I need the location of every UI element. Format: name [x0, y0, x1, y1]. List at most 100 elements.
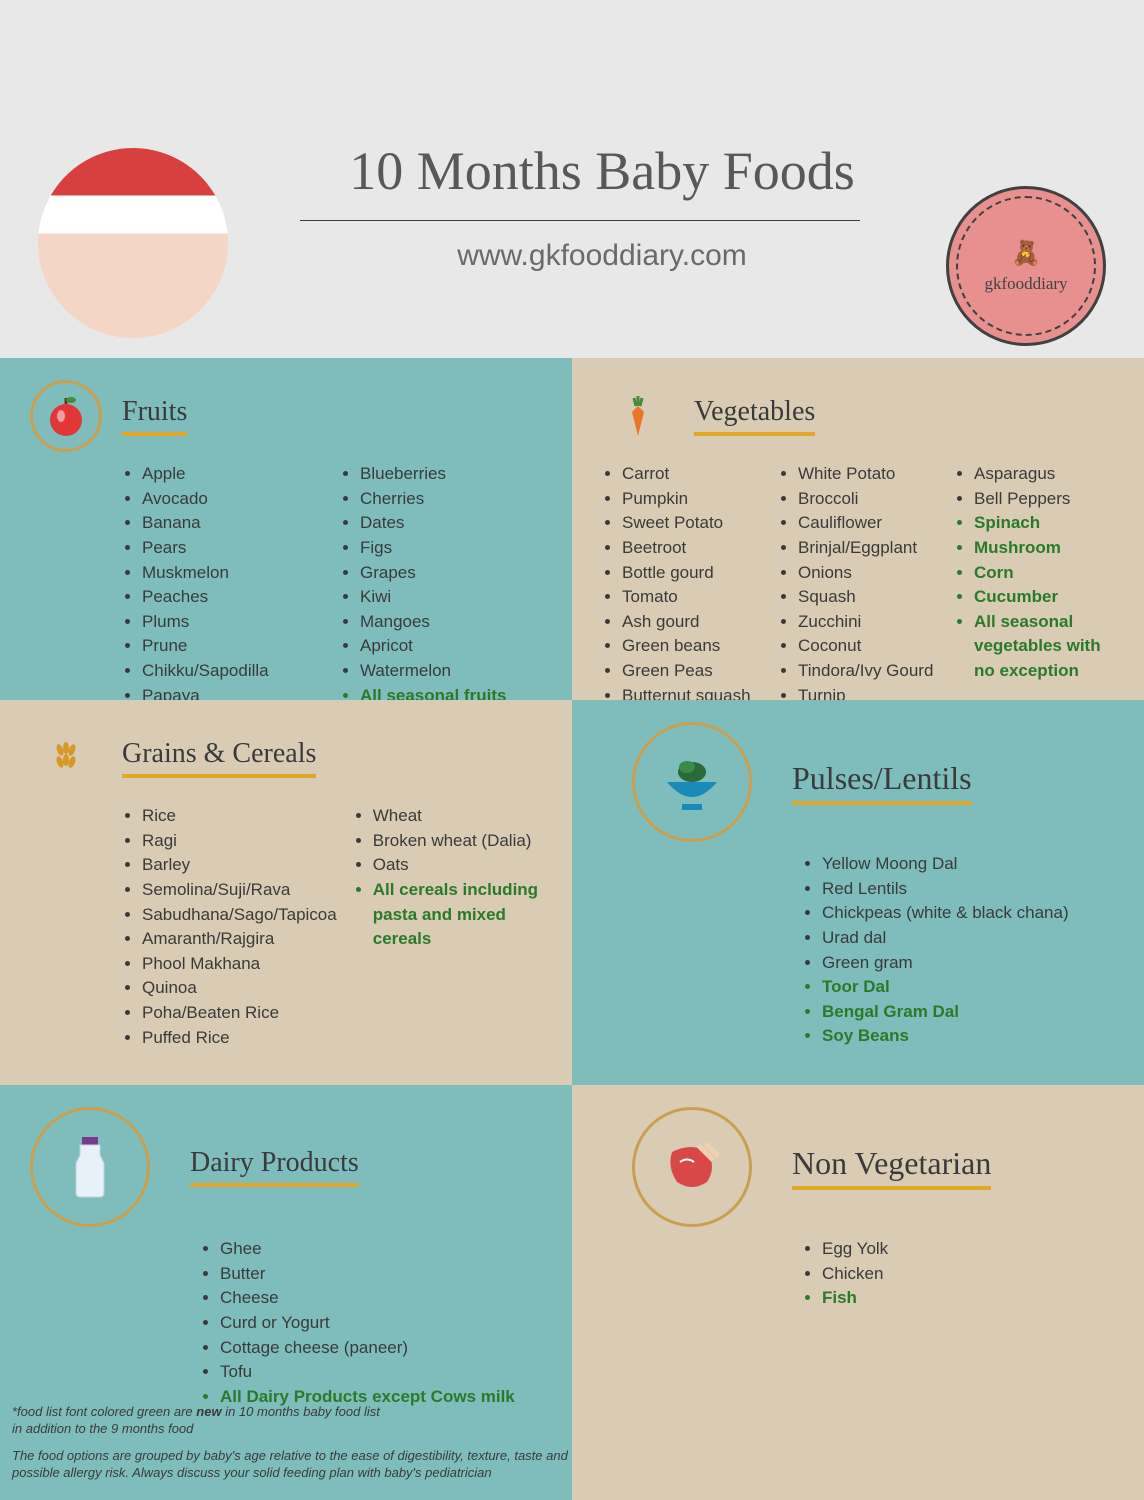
header: 10 Months Baby Foods www.gkfooddiary.com… [0, 0, 1144, 358]
list-item: Cauliflower [798, 511, 938, 536]
list-item: Banana [142, 511, 324, 536]
section-title: Grains & Cereals [122, 738, 316, 778]
list-item: Figs [360, 536, 542, 561]
section-title: Pulses/Lentils [792, 760, 972, 805]
list-item: Chickpeas (white & black chana) [822, 901, 1114, 926]
list-item: Coconut [798, 634, 938, 659]
section-pulses: Pulses/Lentils Yellow Moong DalRed Lenti… [572, 700, 1144, 1085]
list-item: Phool Makhana [142, 952, 337, 977]
list-item: Broccoli [798, 487, 938, 512]
list-item: Onions [798, 561, 938, 586]
wheat-icon [30, 722, 102, 794]
section-grains: Grains & Cereals RiceRagiBarleySemolina/… [0, 700, 572, 1085]
list-item: Sabudhana/Sago/Tapicoa [142, 903, 337, 928]
list-item: Ash gourd [622, 610, 762, 635]
list-item: Puffed Rice [142, 1026, 337, 1051]
list-item-new: All seasonal vegetables with no exceptio… [974, 610, 1114, 684]
list-item: Dates [360, 511, 542, 536]
footnote-1: *food list font colored green are new in… [12, 1404, 572, 1438]
list-item: Bell Peppers [974, 487, 1114, 512]
fruits-col2: BlueberriesCherriesDatesFigsGrapesKiwiMa… [340, 462, 542, 733]
list-item: Green beans [622, 634, 762, 659]
grains-col1: RiceRagiBarleySemolina/Suji/RavaSabudhan… [122, 804, 337, 1050]
list-item: Wheat [373, 804, 542, 829]
footnote-2: The food options are grouped by baby's a… [12, 1448, 572, 1482]
list-item: Apricot [360, 634, 542, 659]
carrot-icon [602, 380, 674, 452]
list-item: Avocado [142, 487, 324, 512]
list-item: Muskmelon [142, 561, 324, 586]
list-item: Zucchini [798, 610, 938, 635]
footnotes: *food list font colored green are new in… [12, 1404, 572, 1492]
fruits-col1: AppleAvocadoBananaPearsMuskmelonPeachesP… [122, 462, 324, 708]
list-item: Poha/Beaten Rice [142, 1001, 337, 1026]
list-item: Watermelon [360, 659, 542, 684]
food-grid: Fruits AppleAvocadoBananaPearsMuskmelonP… [0, 358, 1144, 1500]
veg-col3: AsparagusBell PeppersSpinachMushroomCorn… [954, 462, 1114, 684]
list-item: Tindora/Ivy Gourd [798, 659, 938, 684]
list-item: Pumpkin [622, 487, 762, 512]
list-item: Oats [373, 853, 542, 878]
list-item: Rice [142, 804, 337, 829]
section-nonveg: Non Vegetarian Egg YolkChickenFish [572, 1085, 1144, 1500]
list-item-new: Spinach [974, 511, 1114, 536]
bowl-icon [632, 722, 752, 842]
nonveg-list: Egg YolkChickenFish [802, 1237, 1114, 1311]
grains-col2: WheatBroken wheat (Dalia) OatsAll cereal… [353, 804, 542, 952]
list-item-new: Mushroom [974, 536, 1114, 561]
list-item: Mangoes [360, 610, 542, 635]
list-item: Tomato [622, 585, 762, 610]
section-fruits: Fruits AppleAvocadoBananaPearsMuskmelonP… [0, 358, 572, 700]
list-item: Semolina/Suji/Rava [142, 878, 337, 903]
logo-text: gkfooddiary [984, 274, 1067, 294]
list-item: Egg Yolk [822, 1237, 1114, 1262]
list-item: Prune [142, 634, 324, 659]
list-item: Cheese [220, 1286, 542, 1311]
list-item-new: Soy Beans [822, 1024, 1114, 1049]
list-item-new: Cucumber [974, 585, 1114, 610]
list-item: Squash [798, 585, 938, 610]
list-item: Bottle gourd [622, 561, 762, 586]
list-item: Green gram [822, 951, 1114, 976]
list-item: Ghee [220, 1237, 542, 1262]
pulses-list: Yellow Moong DalRed LentilsChickpeas (wh… [802, 852, 1114, 1049]
list-item: Ragi [142, 829, 337, 854]
list-item: Green Peas [622, 659, 762, 684]
list-item: Broken wheat (Dalia) [373, 829, 542, 854]
veg-col1: CarrotPumpkinSweet PotatoBeetrootBottle … [602, 462, 762, 708]
section-title: Non Vegetarian [792, 1145, 991, 1190]
list-item: Yellow Moong Dal [822, 852, 1114, 877]
apple-icon [30, 380, 102, 452]
list-item: Cottage cheese (paneer) [220, 1336, 542, 1361]
list-item: Plums [142, 610, 324, 635]
dairy-list: GheeButterCheeseCurd or YogurtCottage ch… [200, 1237, 542, 1409]
list-item: White Potato [798, 462, 938, 487]
brand-logo: 🧸 gkfooddiary [946, 186, 1106, 346]
section-dairy: Dairy Products GheeButterCheeseCurd or Y… [0, 1085, 572, 1500]
list-item-new: Toor Dal [822, 975, 1114, 1000]
section-title: Fruits [122, 396, 187, 436]
list-item: Carrot [622, 462, 762, 487]
list-item: Urad dal [822, 926, 1114, 951]
bottle-icon [30, 1107, 150, 1227]
list-item: Butter [220, 1262, 542, 1287]
list-item: Beetroot [622, 536, 762, 561]
bear-icon: 🧸 [1011, 239, 1041, 268]
list-item: Pears [142, 536, 324, 561]
list-item: Curd or Yogurt [220, 1311, 542, 1336]
list-item: Apple [142, 462, 324, 487]
list-item: Quinoa [142, 976, 337, 1001]
list-item: Asparagus [974, 462, 1114, 487]
list-item: Barley [142, 853, 337, 878]
title-divider [300, 220, 860, 221]
list-item: Red Lentils [822, 877, 1114, 902]
baby-photo [38, 148, 228, 338]
list-item-new: All cereals including pasta and mixed ce… [373, 878, 542, 952]
section-title: Dairy Products [190, 1147, 359, 1187]
list-item: Amaranth/Rajgira [142, 927, 337, 952]
list-item: Kiwi [360, 585, 542, 610]
section-vegetables: Vegetables CarrotPumpkinSweet PotatoBeet… [572, 358, 1144, 700]
veg-col2: White PotatoBroccoliCauliflowerBrinjal/E… [778, 462, 938, 708]
list-item: Chicken [822, 1262, 1114, 1287]
list-item: Peaches [142, 585, 324, 610]
